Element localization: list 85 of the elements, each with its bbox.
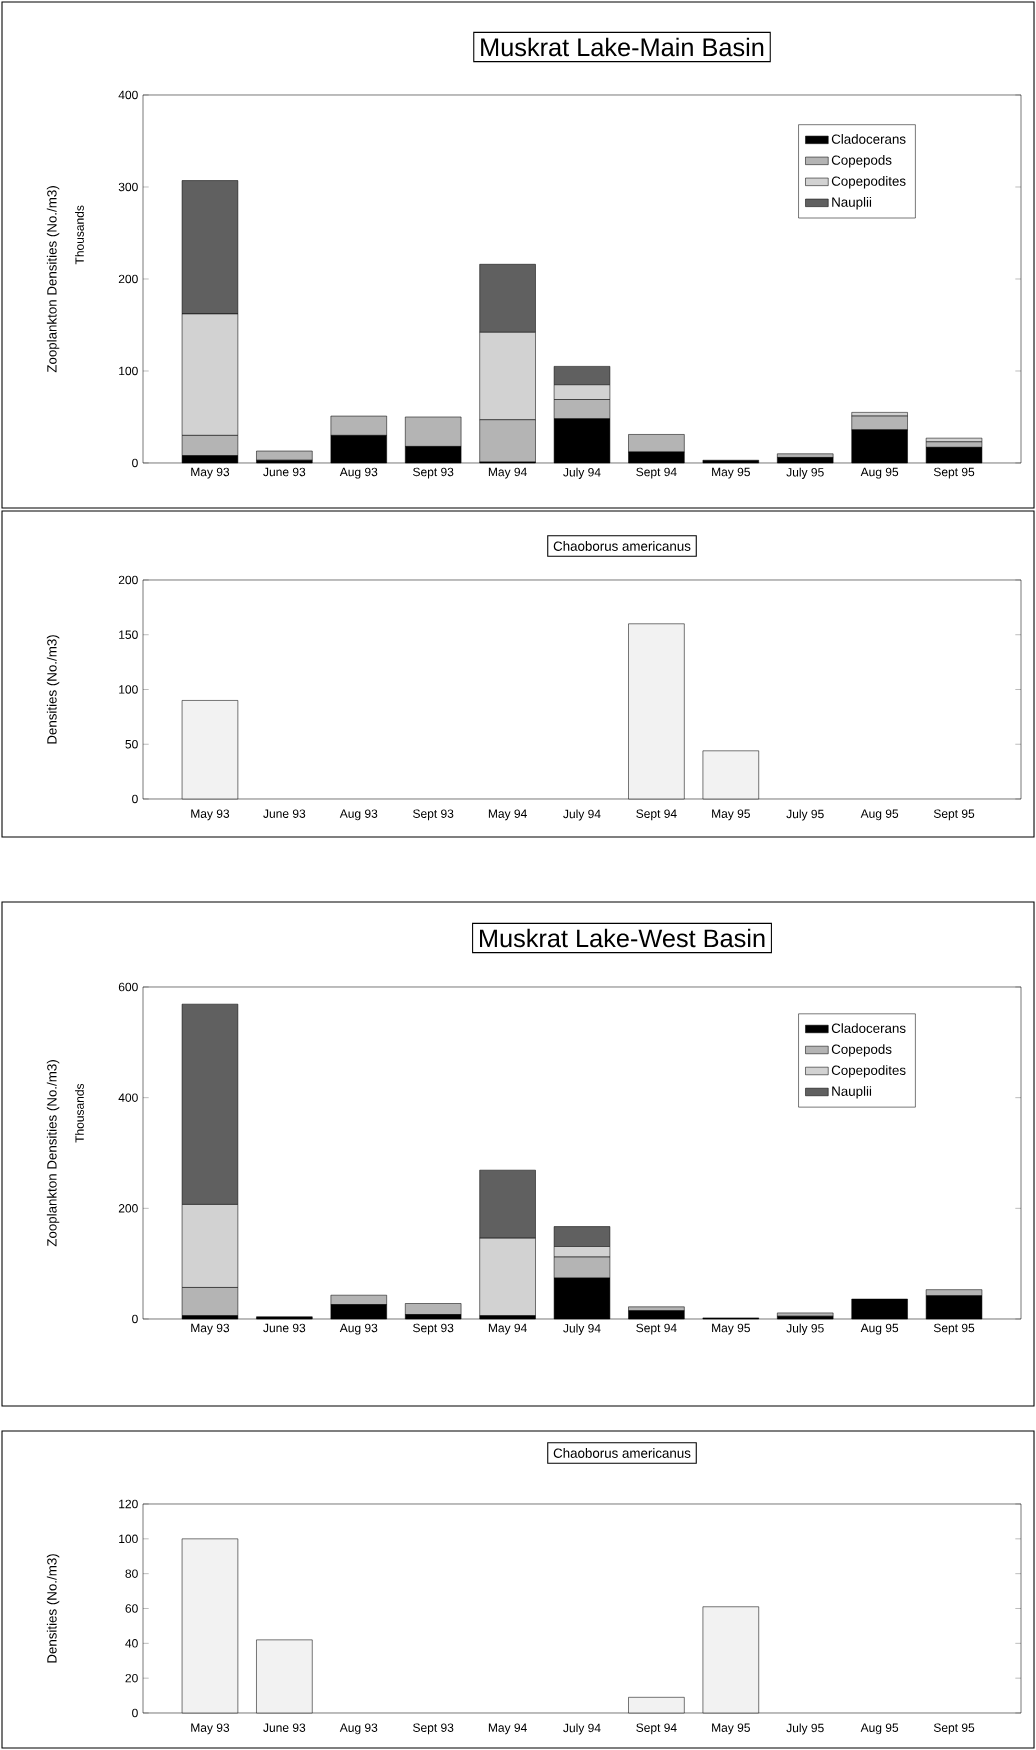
x-tick-label: May 94	[488, 1323, 527, 1335]
y-tick-label: 200	[118, 1204, 138, 1213]
y-tick-label: 100	[119, 366, 138, 376]
y-tick-label: 60	[125, 1604, 138, 1613]
x-tick-label: Aug 93	[339, 809, 378, 821]
x-tick-label: May 93	[191, 1723, 230, 1735]
x-tick-label: Aug 95	[860, 1723, 899, 1735]
x-tick-label: May 93	[191, 467, 230, 479]
y-tick-label: 80	[125, 1569, 138, 1578]
bar	[925, 437, 983, 443]
y-tick-label: 200	[118, 274, 138, 284]
x-tick-label: Sept 95	[933, 1723, 975, 1735]
y-axis-title: Densities (No./m3)	[46, 635, 60, 744]
chart-title: Muskrat Lake-West Basin	[480, 928, 765, 948]
chart-title: Muskrat Lake-Main Basin	[481, 37, 764, 57]
x-tick-label: Aug 95	[860, 1323, 899, 1335]
x-tick-label: May 94	[488, 1723, 527, 1735]
x-tick-label: June 93	[263, 467, 306, 477]
x-tick-label: Sept 94	[636, 1723, 677, 1735]
x-tick-label: July 94	[563, 1323, 601, 1335]
legend-label: Copepodites	[831, 1065, 906, 1078]
x-tick-label: June 93	[263, 1723, 306, 1732]
legend-label: Cladocerans	[831, 1023, 906, 1033]
x-tick-label: June 93	[263, 809, 306, 818]
x-tick-label: May 95	[712, 1723, 750, 1735]
x-tick-label: July 95	[786, 1323, 824, 1335]
y-tick-label: 600	[118, 982, 138, 992]
x-tick-label: May 93	[191, 809, 230, 821]
legend-label: Copepods	[831, 155, 892, 168]
y-tick-label: 120	[119, 1499, 138, 1509]
x-tick-label: Sept 94	[636, 467, 677, 479]
x-tick-label: Sept 93	[413, 1323, 454, 1335]
y-tick-label: 0	[132, 1708, 138, 1718]
chart-title: Chaoborus americanus	[553, 541, 691, 551]
x-tick-label: May 94	[488, 809, 527, 821]
x-tick-label: Sept 93	[413, 467, 454, 479]
y-tick-label: 150	[119, 630, 138, 639]
x-tick-label: July 95	[786, 809, 824, 821]
x-tick-label: July 95	[786, 467, 824, 479]
x-tick-label: Aug 95	[860, 467, 899, 479]
legend-label: Nauplii	[832, 1086, 872, 1099]
y-axis-title: Zooplankton Densities (No./m3)	[46, 1060, 60, 1247]
x-tick-label: Sept 95	[933, 1323, 975, 1335]
chart-title: Chaoborus americanus	[553, 1448, 691, 1458]
x-tick-label: Aug 95	[860, 809, 899, 821]
legend-label: Cladocerans	[831, 134, 906, 144]
x-tick-label: Sept 93	[413, 1723, 454, 1735]
x-tick-label: Sept 95	[933, 467, 975, 479]
x-tick-label: May 93	[191, 1323, 230, 1335]
x-tick-label: June 93	[263, 1323, 306, 1333]
y-tick-label: 0	[132, 458, 138, 468]
y-tick-label: 400	[118, 1093, 138, 1102]
x-tick-label: Sept 94	[636, 1323, 677, 1335]
x-tick-label: July 94	[563, 467, 601, 479]
x-tick-label: Sept 95	[933, 809, 975, 821]
legend-label: Nauplii	[832, 197, 872, 210]
x-tick-label: Sept 94	[636, 809, 677, 821]
legend-label: Copepods	[831, 1044, 892, 1057]
y-tick-label: 100	[119, 1534, 138, 1544]
y-axis-title: Densities (No./m3)	[46, 1554, 60, 1663]
y-tick-label: 40	[125, 1639, 138, 1648]
bar	[256, 450, 313, 461]
x-tick-label: May 94	[488, 467, 527, 479]
x-tick-label: May 95	[712, 1323, 750, 1335]
legend-label: Copepodites	[831, 176, 906, 189]
x-tick-label: May 95	[712, 467, 750, 479]
x-tick-label: Aug 93	[339, 1723, 378, 1735]
x-tick-label: July 94	[563, 1723, 601, 1735]
y-tick-label: 20	[125, 1673, 138, 1683]
x-tick-label: May 95	[712, 809, 750, 821]
y-tick-label: 0	[132, 794, 138, 804]
y-tick-label: 50	[125, 739, 138, 749]
x-tick-label: July 94	[563, 809, 601, 821]
x-tick-label: Sept 93	[413, 809, 454, 821]
text: Thousands	[75, 1083, 84, 1143]
y-tick-label: 100	[119, 685, 138, 694]
text: Thousands	[75, 205, 84, 265]
x-tick-label: July 95	[786, 1723, 824, 1735]
y-tick-label: 300	[118, 182, 138, 192]
x-tick-label: Aug 93	[339, 467, 378, 479]
y-tick-label: 400	[118, 90, 138, 100]
y-tick-label: 0	[132, 1314, 138, 1324]
x-tick-label: Aug 93	[339, 1323, 378, 1335]
y-tick-label: 200	[118, 575, 138, 585]
y-axis-title: Zooplankton Densities (No./m3)	[46, 186, 60, 373]
